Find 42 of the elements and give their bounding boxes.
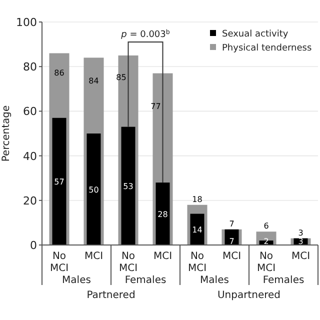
data-label: 3	[298, 237, 304, 246]
legend-label: Sexual activity	[222, 30, 289, 40]
bar	[190, 214, 204, 245]
bar	[52, 118, 66, 245]
y-tick-label: 20	[23, 194, 37, 208]
data-label: 28	[158, 210, 168, 219]
text: Males	[62, 275, 91, 286]
x-tick-label: MCI	[291, 251, 310, 262]
text: Females	[262, 275, 304, 286]
bar	[224, 229, 239, 245]
y-tick-label: 0	[30, 239, 37, 252]
y-tick-label: 80	[23, 60, 37, 74]
legend-label: Physical tenderness	[222, 44, 312, 54]
x-tick-label: No MCI	[256, 251, 276, 274]
y-tick-label: 100	[16, 16, 37, 29]
text: Females	[124, 275, 166, 286]
bar	[156, 182, 170, 245]
y-tick-label: 60	[23, 105, 37, 118]
data-label: 57	[54, 177, 64, 186]
x-tick-label: MCI	[153, 251, 172, 262]
bar	[86, 134, 101, 245]
data-label: 3	[298, 228, 304, 238]
x-tick-label: MCI	[222, 251, 242, 262]
x-tick-label: No MCI	[188, 251, 207, 274]
x-tick-label: No MCI	[50, 251, 69, 274]
text: Unpartnered	[217, 290, 281, 301]
data-label: 50	[88, 185, 99, 194]
x-tick-label: MCI	[84, 251, 104, 262]
data-label: 14	[192, 225, 202, 234]
data-label: 18	[192, 194, 202, 204]
x-tick-label: No MCI	[118, 251, 138, 274]
annotation: p = 0.003$^{b}$	[120, 28, 170, 40]
data-label: 84	[88, 76, 99, 86]
data-label: 7	[229, 219, 234, 228]
data-label: 6	[264, 222, 269, 231]
data-label: 7	[229, 237, 234, 246]
data-label: 86	[54, 68, 64, 78]
data-label: 53	[123, 182, 134, 191]
text: Males	[200, 275, 229, 286]
y-axis-title: Percentage	[1, 105, 12, 162]
text: Partnered	[86, 290, 136, 301]
y-tick-label: 40	[23, 150, 37, 163]
